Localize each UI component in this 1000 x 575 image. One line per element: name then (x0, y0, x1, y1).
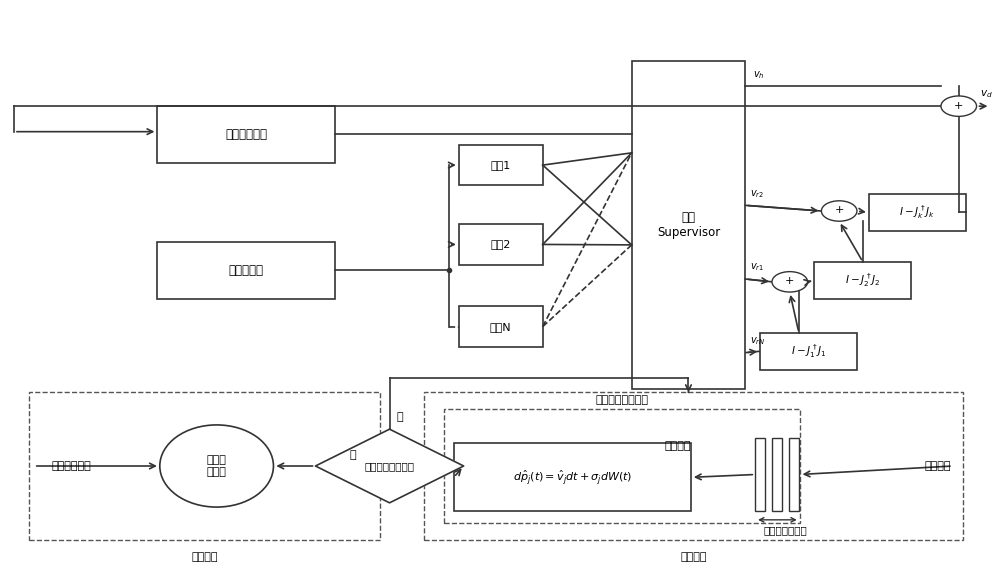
Text: 任务
Supervisor: 任务 Supervisor (657, 211, 720, 239)
Bar (29, 392, 380, 540)
Text: $d\hat{p}_j(t)=\hat{v}_j dt+\sigma_j dW(t)$: $d\hat{p}_j(t)=\hat{v}_j dt+\sigma_j dW(… (513, 468, 632, 486)
Text: 多类型反馈信息: 多类型反馈信息 (763, 526, 807, 535)
Bar (760, 333, 857, 370)
Text: 数据处理: 数据处理 (680, 552, 707, 562)
Text: 最优决
策选择: 最优决 策选择 (207, 455, 227, 477)
Text: +: + (954, 101, 963, 110)
Text: $I-J_1^\dagger J_1$: $I-J_1^\dagger J_1$ (791, 343, 826, 360)
Text: $v_{r2}$: $v_{r2}$ (750, 188, 764, 200)
Text: 是否采取人为干预: 是否采取人为干预 (365, 461, 415, 471)
Text: $I-J_k^\dagger J_k$: $I-J_k^\dagger J_k$ (899, 204, 935, 221)
Text: $v_{r1}$: $v_{r1}$ (750, 262, 764, 273)
Bar (157, 106, 335, 163)
Bar (632, 61, 745, 389)
Text: +: + (785, 276, 794, 286)
Bar (459, 145, 543, 186)
Text: 否: 否 (396, 412, 403, 421)
Bar (459, 306, 543, 347)
Bar (157, 242, 335, 299)
Bar (459, 224, 543, 265)
Bar (869, 194, 966, 231)
Text: 人为干预任务: 人为干预任务 (225, 128, 267, 141)
Bar (789, 438, 799, 511)
Text: 认知系统: 认知系统 (191, 552, 218, 562)
Ellipse shape (160, 425, 273, 507)
Bar (454, 443, 691, 511)
Text: 任务1: 任务1 (491, 160, 511, 170)
Text: 人的决策行为建模: 人的决策行为建模 (595, 395, 648, 405)
Text: 任务信息: 任务信息 (665, 441, 691, 451)
Text: 任务2: 任务2 (491, 239, 511, 250)
Bar (755, 438, 765, 511)
Bar (444, 409, 800, 523)
Bar (772, 438, 782, 511)
Circle shape (821, 201, 857, 221)
Circle shape (772, 271, 808, 292)
Text: 输入反馈: 输入反馈 (925, 461, 951, 471)
Bar (814, 262, 911, 299)
Text: $v_{rN}$: $v_{rN}$ (750, 335, 766, 347)
Text: 任务N: 任务N (490, 321, 512, 332)
Circle shape (941, 96, 977, 116)
Text: 是: 是 (349, 450, 356, 459)
Polygon shape (315, 429, 464, 503)
Bar (424, 392, 963, 540)
Text: 机器人任务: 机器人任务 (229, 264, 264, 277)
Text: $v_d$: $v_d$ (980, 89, 993, 101)
Text: +: + (834, 205, 844, 216)
Text: $I-J_2^\dagger J_2$: $I-J_2^\dagger J_2$ (845, 272, 881, 289)
Text: 输出决策任务: 输出决策任务 (51, 461, 91, 471)
Text: $v_h$: $v_h$ (753, 69, 765, 81)
